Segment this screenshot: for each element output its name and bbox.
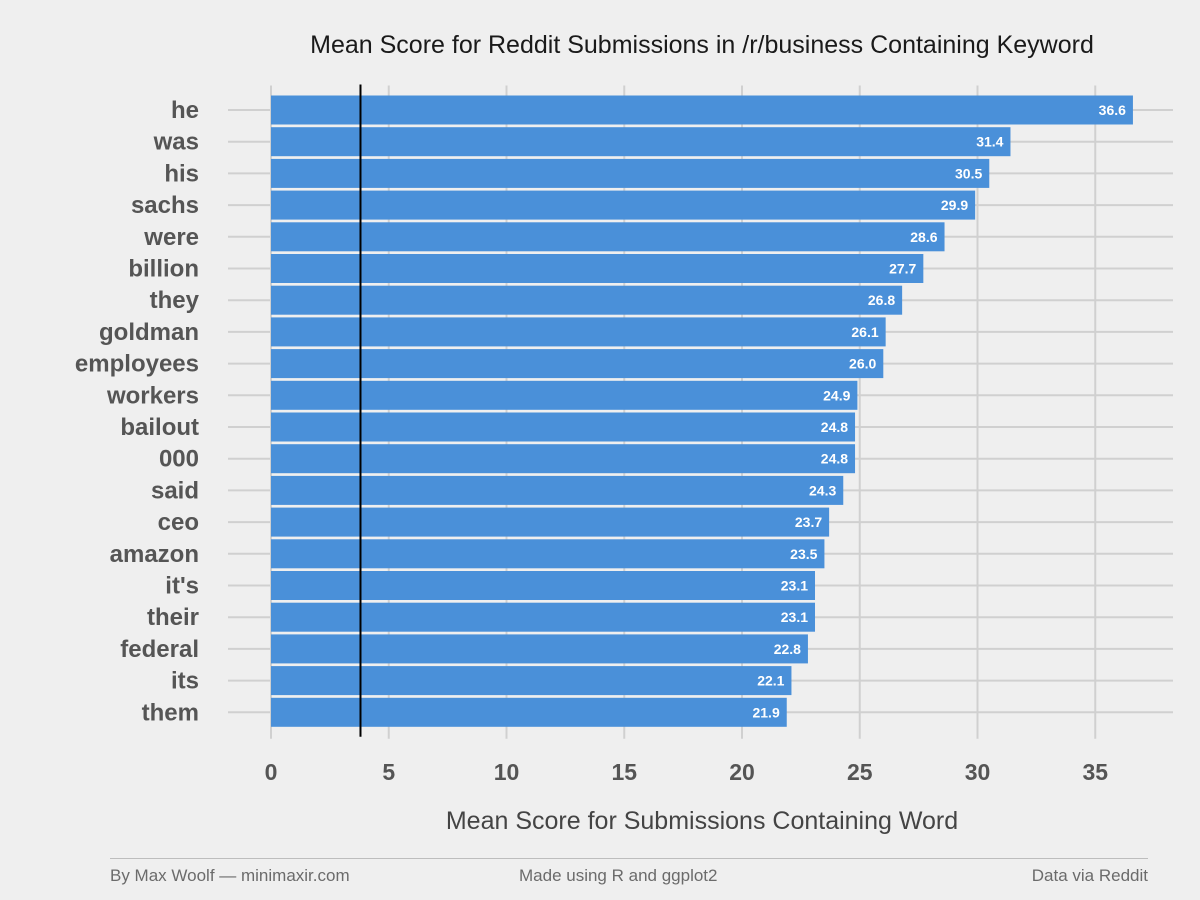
bar — [271, 602, 816, 632]
y-tick-label: federal — [120, 636, 199, 663]
x-tick-label: 15 — [611, 759, 637, 785]
bar — [271, 380, 858, 410]
bar — [271, 697, 787, 727]
bar-value-label: 22.8 — [774, 641, 801, 657]
y-tick-label: he — [171, 97, 199, 124]
x-tick-label: 10 — [494, 759, 520, 785]
bar-value-label: 24.8 — [821, 451, 848, 467]
bar — [271, 190, 976, 220]
bar-value-label: 22.1 — [757, 673, 784, 689]
y-tick-label: billion — [128, 256, 199, 283]
bar — [271, 412, 856, 442]
y-tick-label: sachs — [131, 192, 199, 219]
y-tick-label: they — [150, 287, 200, 314]
x-tick-label: 20 — [729, 759, 755, 785]
bar — [271, 666, 792, 696]
x-tick-label: 25 — [847, 759, 873, 785]
y-tick-label: amazon — [110, 541, 199, 568]
bar — [271, 634, 808, 664]
bar — [271, 317, 886, 347]
bar — [271, 507, 830, 537]
x-tick-label: 35 — [1082, 759, 1108, 785]
bar-value-label: 23.1 — [781, 578, 808, 594]
chart-title: Mean Score for Reddit Submissions in /r/… — [310, 31, 1094, 59]
bar-value-label: 23.5 — [790, 546, 817, 562]
bar — [271, 254, 924, 283]
y-tick-label: goldman — [99, 319, 199, 346]
bar-value-label: 26.1 — [851, 324, 878, 340]
x-tick-label: 5 — [382, 759, 395, 785]
y-tick-label: workers — [106, 382, 199, 409]
bar — [271, 222, 945, 252]
bar — [271, 475, 844, 505]
bar — [271, 285, 903, 315]
bar — [271, 349, 884, 379]
bar-value-label: 26.0 — [849, 356, 876, 372]
bar — [271, 158, 990, 188]
bar-value-label: 24.3 — [809, 482, 836, 498]
y-tick-label: said — [151, 477, 199, 504]
y-tick-label: was — [153, 129, 199, 156]
bar — [271, 539, 825, 569]
y-tick-label: ceo — [158, 509, 199, 536]
y-tick-label: were — [143, 224, 199, 251]
bars: 36.6 31.4 30.5 29.928.6 27.7 26.8 26.1 26.0 24.9… — [271, 95, 1133, 727]
bar-value-label: 26.8 — [868, 292, 895, 308]
footer-credit: By Max Woolf — minimaxir.com — [110, 866, 350, 885]
x-tick-label: 0 — [265, 759, 278, 785]
y-tick-label: 000 — [159, 446, 199, 473]
y-tick-label: bailout — [120, 414, 199, 441]
bar-value-label: 24.9 — [823, 387, 850, 403]
bar-value-label: 30.5 — [955, 165, 982, 181]
bar-value-label: 27.7 — [889, 261, 916, 277]
y-tick-label: it's — [165, 573, 199, 600]
bar — [271, 571, 816, 600]
y-tick-label: their — [147, 604, 199, 631]
footer-tools: Made using R and ggplot2 — [519, 866, 718, 885]
y-tick-label: its — [171, 668, 199, 695]
y-tick-label: employees — [75, 351, 199, 378]
bar-value-label: 28.6 — [910, 229, 937, 245]
bar-value-label: 31.4 — [976, 134, 1003, 150]
footer-divider — [110, 858, 1148, 859]
bar-value-label: 23.7 — [795, 514, 822, 530]
bar-value-label: 29.9 — [941, 197, 968, 213]
y-axis-labels: he was his sachs were billion they goldman emplo… — [75, 97, 200, 726]
bar — [271, 127, 1011, 157]
y-tick-label: them — [142, 699, 199, 726]
bar-value-label: 21.9 — [752, 704, 779, 720]
bar — [271, 444, 856, 474]
bar-value-label: 36.6 — [1099, 102, 1126, 118]
x-axis-ticks: 0 5 10 15 20 25 30 35 — [265, 759, 1109, 785]
footer-source: Data via Reddit — [1031, 866, 1148, 885]
x-axis-label: Mean Score for Submissions Containing Wo… — [446, 807, 958, 835]
bar-value-label: 23.1 — [781, 609, 808, 625]
x-tick-label: 30 — [965, 759, 991, 785]
bar — [271, 95, 1133, 125]
bar-value-label: 24.8 — [821, 419, 848, 435]
y-tick-label: his — [164, 160, 199, 187]
